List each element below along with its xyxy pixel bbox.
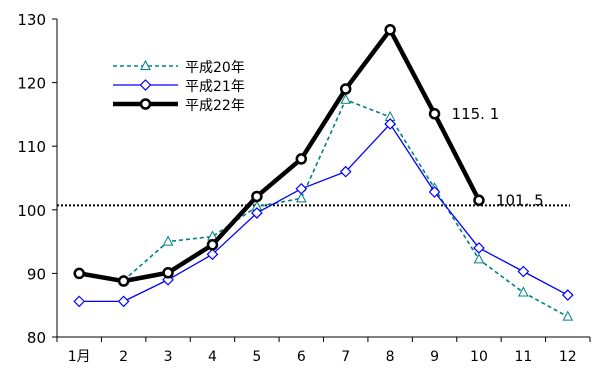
x-tick-label: 6: [297, 349, 306, 365]
data-annotation: 101. 5: [496, 191, 544, 209]
legend-marker-1: [140, 59, 151, 70]
legend-marker-2: [139, 79, 152, 91]
series-point-3: [384, 24, 396, 36]
x-tick-label: 12: [559, 349, 577, 365]
series-point-2: [339, 165, 352, 178]
x-tick-label: 10: [470, 349, 488, 365]
x-tick-label: 4: [208, 349, 217, 365]
legend-label-2: 平成21年: [185, 79, 245, 95]
series-point-1: [473, 253, 485, 264]
series-point-2: [473, 242, 485, 254]
series-point-1: [518, 286, 529, 297]
series-point-1: [340, 93, 352, 104]
series-point-3: [206, 239, 219, 251]
series-point-2: [251, 207, 263, 219]
y-tick-label: 130: [17, 11, 46, 29]
series-point-2: [295, 182, 308, 195]
x-tick-label: 5: [252, 349, 261, 365]
series-point-2: [384, 118, 396, 130]
x-tick-label: 8: [386, 349, 395, 365]
series-point-2: [517, 265, 530, 278]
series-point-3: [473, 194, 485, 207]
series-point-2: [73, 295, 86, 308]
series-point-3: [428, 108, 441, 120]
series-point-2: [428, 186, 441, 198]
x-tick-label: 2: [119, 349, 128, 365]
series-point-2: [206, 248, 219, 261]
y-tick-label: 100: [17, 202, 46, 220]
x-tick-label: 1月: [68, 349, 91, 365]
legend-label-1: 平成20年: [185, 60, 245, 76]
x-tick-label: 7: [341, 349, 350, 365]
series-point-3: [162, 267, 174, 279]
series-point-3: [73, 267, 85, 280]
legend-marker-3: [139, 98, 152, 110]
legend-label-3: 平成22年: [185, 98, 245, 114]
x-tick-label: 9: [430, 349, 439, 365]
series-point-3: [117, 275, 130, 287]
series-point-1: [162, 235, 174, 246]
data-annotation: 115. 1: [452, 105, 500, 123]
series-line-2: [79, 123, 569, 303]
y-tick-label: 90: [27, 265, 46, 283]
series-point-1: [295, 192, 307, 203]
y-tick-label: 110: [17, 138, 46, 156]
series-point-3: [295, 153, 308, 165]
series-line-3: [78, 27, 481, 284]
x-tick-label: 3: [164, 349, 173, 365]
y-tick-label: 80: [27, 329, 46, 347]
series-point-2: [117, 295, 130, 308]
y-tick-label: 120: [17, 75, 46, 93]
series-point-1: [562, 310, 574, 321]
series-point-2: [561, 289, 574, 301]
series-point-3: [339, 83, 352, 95]
x-tick-label: 11: [514, 349, 532, 365]
series-point-3: [251, 190, 263, 203]
